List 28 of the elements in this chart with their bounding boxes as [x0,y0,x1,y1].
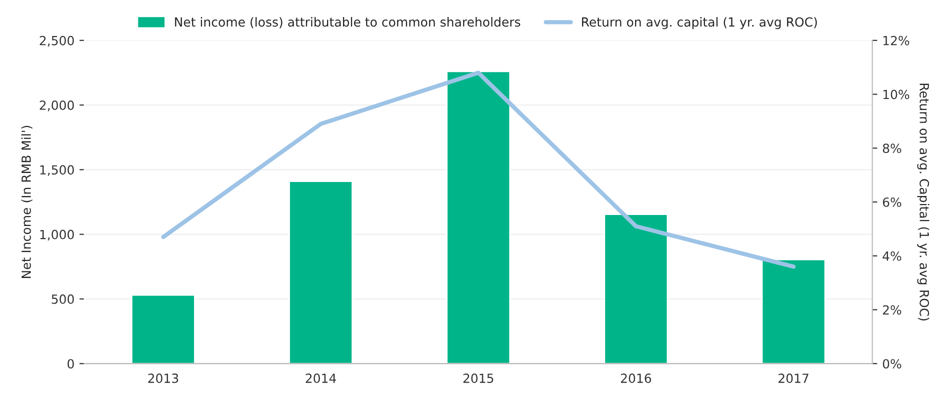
x-tick-label: 2016 [620,374,652,383]
bar [288,180,354,364]
y2-axis-title: Return on avg. Capital (1 yr. avg ROC) [917,84,930,320]
x-tick-label: 2014 [306,374,336,383]
y2-tick-label: 2% [882,305,902,315]
y2-tick-label: 4% [882,251,902,261]
x-tick-label: 2015 [463,374,494,383]
y-axis-title: Net Income (In RMB Mil') [21,126,32,278]
y-tick-label: 2,500 [40,36,74,47]
bar [446,70,511,364]
bar [761,258,826,364]
y2-tick-label: 12% [883,36,910,46]
bar [131,294,196,364]
legend-label: Net income (loss) attributable to common shareholders [175,17,520,28]
legend-label: Return on avg. capital (1 yr. avg ROC) [582,17,817,30]
y2-tick-label: 6% [882,197,902,207]
x-tick-label: 2017 [778,374,808,383]
y2-tick-label: 10% [883,90,910,100]
line-series [161,70,796,269]
y-tick-label: 0 [68,359,74,369]
y-tick-label: 1,500 [40,165,74,176]
y2-tick-label: 8% [882,144,902,154]
y-tick-label: 500 [52,294,74,304]
bar [604,214,668,364]
y-tick-label: 2,000 [40,100,74,112]
y2-tick-label: 0% [882,359,902,369]
y-tick-label: 1,000 [40,230,74,241]
x-tick-label: 2013 [148,374,178,383]
